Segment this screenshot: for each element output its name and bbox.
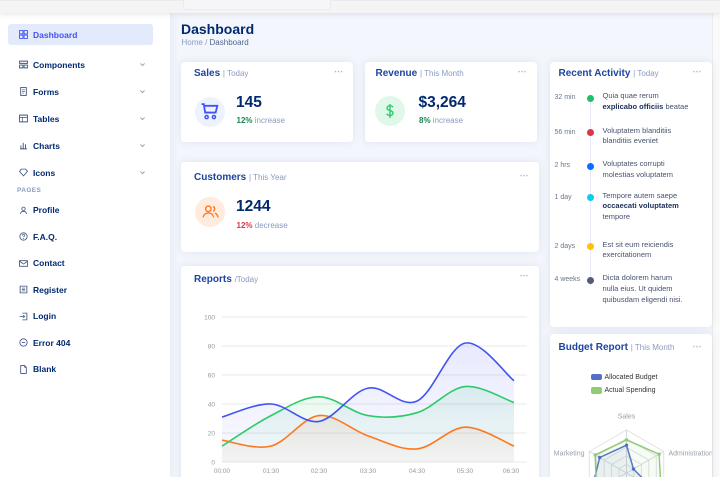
svg-text:02:30: 02:30 — [311, 468, 328, 475]
svg-text:0: 0 — [211, 460, 215, 467]
svg-text:05:30: 05:30 — [457, 468, 474, 475]
svg-text:00:00: 00:00 — [214, 468, 231, 475]
svg-text:40: 40 — [208, 402, 216, 409]
svg-text:03:30: 03:30 — [360, 468, 377, 475]
svg-text:06:30: 06:30 — [503, 468, 520, 475]
svg-text:Sales: Sales — [617, 413, 635, 420]
svg-text:100: 100 — [204, 315, 215, 322]
svg-text:60: 60 — [208, 373, 216, 380]
svg-text:80: 80 — [208, 344, 216, 351]
svg-text:20: 20 — [208, 431, 216, 438]
svg-text:Marketing: Marketing — [553, 450, 584, 457]
svg-text:01:30: 01:30 — [263, 468, 280, 475]
svg-text:Administration: Administration — [668, 450, 712, 457]
svg-text:04:30: 04:30 — [409, 468, 426, 475]
